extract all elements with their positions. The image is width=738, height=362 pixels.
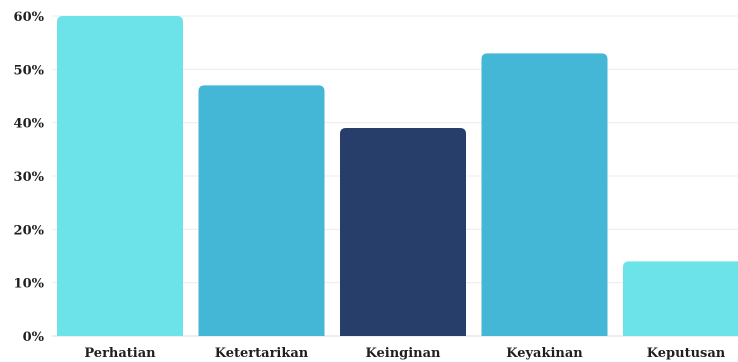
y-tick-label: 20% — [14, 223, 45, 238]
bar-keinginan — [340, 128, 466, 336]
x-category-label: Ketertarikan — [215, 346, 309, 361]
bar-keputusan — [623, 261, 738, 336]
y-tick-label: 10% — [14, 277, 45, 292]
x-category-label: Perhatian — [84, 346, 156, 361]
y-tick-label: 50% — [14, 63, 45, 78]
bars — [57, 16, 738, 336]
bar-keyakinan — [481, 53, 608, 336]
y-axis-ticks: 0% 10% 20% 30% 40% 50% 60% — [14, 10, 45, 345]
y-tick-label: 0% — [23, 330, 45, 345]
x-axis-labels: Perhatian Ketertarikan Keinginan Keyakinan K… — [84, 346, 725, 361]
x-category-label: Keputusan — [647, 346, 726, 361]
y-tick-label: 60% — [14, 10, 45, 25]
bar-ketertarikan — [198, 85, 325, 336]
y-tick-label: 30% — [14, 170, 45, 185]
x-category-label: Keinginan — [365, 346, 441, 361]
y-tick-label: 40% — [14, 117, 45, 132]
x-category-label: Keyakinan — [506, 346, 583, 361]
bar-perhatian — [57, 16, 183, 336]
